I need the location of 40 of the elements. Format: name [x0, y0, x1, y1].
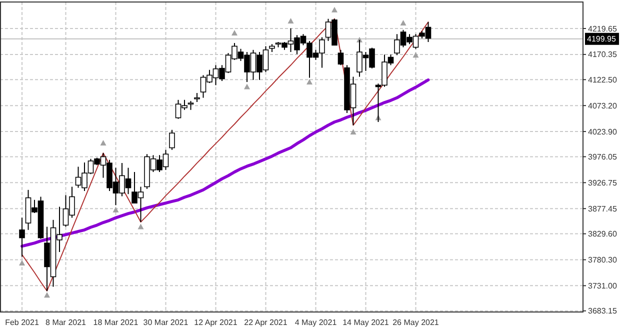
y-tick-label: 3976.05	[588, 152, 618, 162]
y-tick-label: 3683.15	[588, 306, 618, 316]
point	[44, 292, 50, 298]
y-tick-label: 4023.90	[588, 127, 618, 136]
y-tick-label: 3926.75	[588, 178, 618, 188]
x-tick-label: 12 Apr 2021	[194, 318, 238, 327]
y-tick-label: 3829.60	[588, 230, 618, 239]
point	[288, 18, 294, 24]
point	[112, 206, 119, 212]
point	[100, 140, 106, 146]
candlestick	[19, 217, 25, 258]
point	[412, 52, 419, 58]
line-series	[22, 18, 429, 292]
y-tick-label: 3731.00	[588, 281, 618, 290]
candlestick	[338, 49, 344, 66]
point	[350, 129, 356, 134]
y-tick-label: 4170.35	[588, 50, 618, 60]
y-tick-label: 4073.20	[588, 101, 618, 110]
x-tick-label: 18 Mar 2021	[93, 318, 139, 327]
x-tick-label: 8 Mar 2021	[46, 318, 87, 327]
point	[19, 260, 25, 266]
x-tick-label: 22 Apr 2021	[244, 318, 288, 327]
point	[306, 79, 312, 84]
y-tick-label: 4219.65	[588, 24, 618, 34]
line-series	[20, 78, 430, 248]
ref-line-label: 4199.95	[587, 34, 616, 44]
point	[244, 84, 250, 90]
point	[400, 20, 406, 26]
x-tick-label: 30 Mar 2021	[143, 318, 189, 327]
x-tick-label: 26 May 2021	[392, 318, 440, 327]
point	[332, 6, 338, 12]
x-tick-label: 4 May 2021	[294, 318, 338, 327]
x-tick-label: 14 May 2021	[342, 318, 390, 327]
y-tick-label: 3877.45	[588, 204, 618, 214]
x-tick-label: Feb 2021	[5, 318, 40, 327]
point	[232, 30, 238, 36]
point	[138, 224, 144, 230]
y-tick-label: 4122.50	[588, 75, 618, 84]
candlestick	[169, 129, 175, 150]
y-tick-label: 3780.30	[588, 256, 618, 265]
